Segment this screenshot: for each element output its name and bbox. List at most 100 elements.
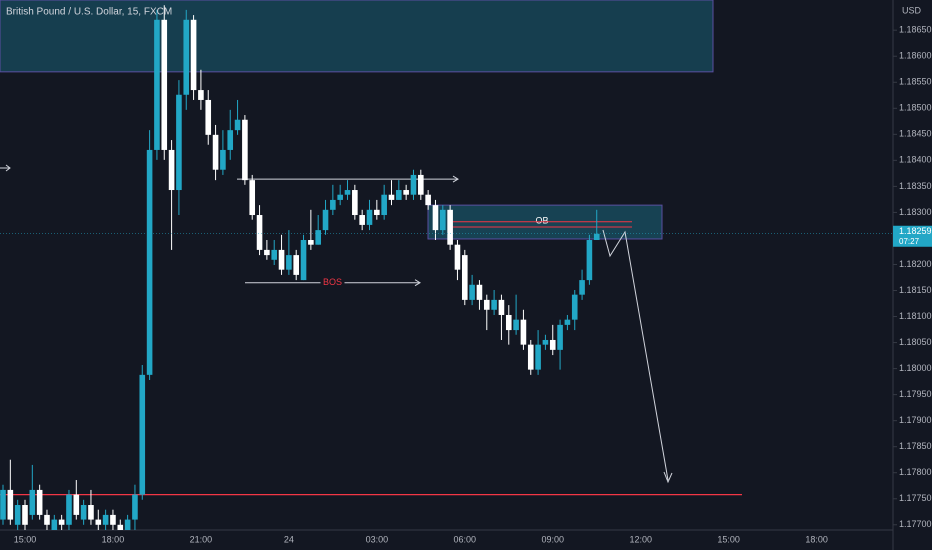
candle-body [293,255,299,275]
candle-body [14,505,21,525]
level-label: BOS [323,277,342,287]
candle-body [461,255,468,300]
candle-body [579,280,585,295]
candle-body [557,324,563,350]
candle-body [227,130,234,150]
candle-body [586,240,593,281]
candle-body [220,149,226,170]
y-tick-label: 1.18100 [899,311,932,321]
candle-body [410,174,417,195]
candle-body [29,489,36,515]
x-tick-label: 12:00 [629,534,652,544]
candle-body [520,319,527,345]
candle-body [542,339,549,345]
candle-body [337,194,343,200]
y-tick-label: 1.18550 [899,77,932,87]
candle-body [7,489,14,520]
candle-body [396,190,402,200]
candle-body [403,190,409,195]
projection-arrowhead [663,471,673,484]
candle-body [176,94,182,191]
x-tick-label: 18:00 [805,534,828,544]
countdown: 07:27 [899,237,920,246]
candle-body [117,524,124,530]
candle-body [36,489,43,515]
x-tick-label: 21:00 [190,534,213,544]
candle-body [139,374,146,495]
candle-body [242,119,248,181]
candle-body [359,215,365,225]
candle-body [432,205,439,231]
candle-body [110,514,116,525]
zone [0,0,714,73]
candle-body [491,299,497,310]
projection-path [602,229,669,481]
y-tick-label: 1.18350 [899,181,932,191]
candle-body [124,519,131,530]
level-arrowhead [452,175,459,183]
candle-body [535,344,541,370]
y-tick-label: 1.17850 [899,441,932,451]
candle-body [212,134,219,170]
zone-label: OB [535,216,548,226]
candle-body [593,233,600,241]
candle-body [505,314,512,331]
x-tick-label: 18:00 [102,534,125,544]
candle-body [183,19,190,95]
y-tick-label: 1.18200 [899,259,932,269]
candle-body [256,215,263,250]
candle-body [571,294,578,320]
y-tick-label: 1.18600 [899,51,932,61]
y-tick-label: 1.18050 [899,337,932,347]
y-tick-label: 1.17800 [899,467,932,477]
candle-body [308,240,314,245]
y-tick-label: 1.18000 [899,363,932,373]
last-price-box [893,225,932,247]
level-arrowhead [414,279,421,287]
candle-body [161,19,168,150]
candle-body [168,149,175,191]
candle-body [198,90,204,100]
candle-body [51,519,58,530]
last-price-label: 1.18259 [899,226,932,236]
left-arrowhead [5,164,11,172]
candle-body [300,240,307,281]
x-tick-label: 15:00 [717,534,740,544]
candle-body [549,339,556,350]
y-tick-label: 1.18650 [899,25,932,35]
candle-body [264,249,270,256]
x-tick-label: 06:00 [454,534,477,544]
candle-body [498,299,505,315]
x-tick-label: 03:00 [366,534,389,544]
candle-body [425,194,431,206]
candle-body [102,514,109,525]
candle-body [73,494,80,515]
x-tick-label: 15:00 [14,534,37,544]
candle-body [154,19,160,150]
candle-body [352,190,358,216]
candle-body [322,209,329,231]
chart-title: British Pound / U.S. Dollar, 15, FXCM [6,7,172,18]
candle-body [0,489,6,520]
candle-body [58,519,65,525]
y-tick-label: 1.18400 [899,155,932,165]
candle-body [388,194,395,200]
candle-body [22,505,28,525]
candle-body [447,209,453,245]
y-tick-label: 1.17750 [899,493,932,503]
candle-body [315,230,321,245]
candle-body [469,284,475,300]
candle-body [205,99,212,135]
axis: 1.17700 1.17750 1.17800 1.17850 1.17900 1.179… [0,25,932,544]
candle-body [271,249,278,260]
candle-body [381,194,387,216]
y-tick-label: 1.18500 [899,103,932,113]
candle-body [95,519,102,525]
candle-body [190,19,197,91]
y-tick-label: 1.18300 [899,207,932,217]
candle-body [132,494,138,520]
candle-body [483,299,490,310]
y-tick-label: 1.18150 [899,285,932,295]
candle-body [249,180,256,216]
